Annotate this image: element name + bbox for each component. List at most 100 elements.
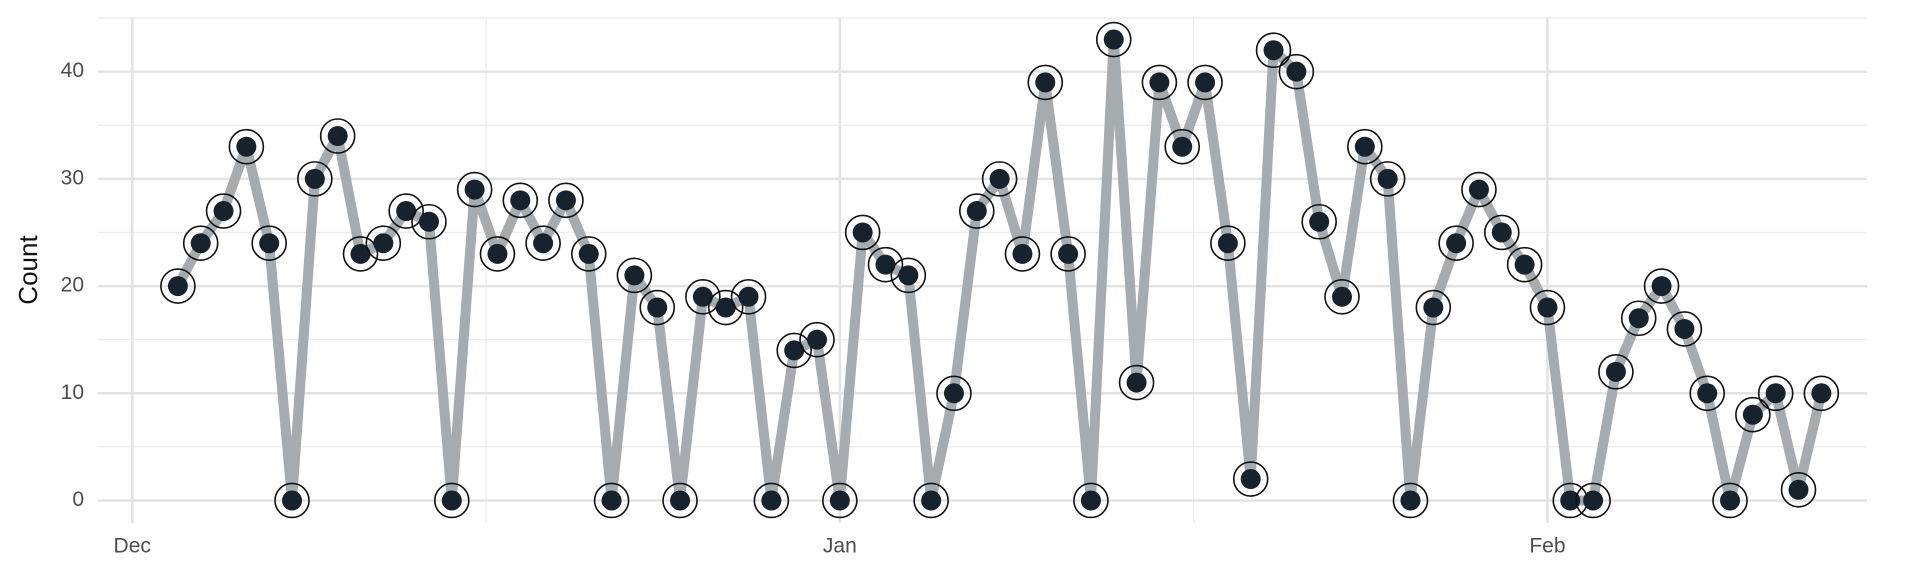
point [943, 383, 964, 404]
point-ring [1278, 53, 1315, 90]
point-ring [1118, 364, 1155, 401]
point-ring [1347, 128, 1383, 165]
point-ring [1461, 171, 1497, 208]
point-ring [1027, 64, 1064, 101]
point [327, 125, 348, 146]
point [647, 297, 668, 318]
point [1080, 490, 1101, 511]
point [989, 168, 1010, 189]
point [1332, 286, 1353, 307]
point-ring [1643, 268, 1680, 304]
point-ring [1620, 300, 1657, 337]
y-tick-label: 10 [61, 381, 84, 404]
point-ring [844, 214, 881, 251]
point [1012, 243, 1033, 264]
point-ring [297, 161, 333, 197]
point [1628, 308, 1649, 329]
point [418, 211, 439, 232]
point [1514, 254, 1535, 275]
point [692, 286, 713, 307]
point [1058, 243, 1079, 264]
point [1035, 72, 1056, 93]
y-tick-label: 40 [61, 59, 84, 82]
point-ring [616, 257, 653, 294]
point [966, 201, 987, 222]
point-ring [1757, 375, 1794, 412]
point-ring [479, 236, 516, 272]
point [487, 243, 508, 264]
series-line [173, 34, 1827, 506]
point [1309, 211, 1330, 232]
point-ring [388, 193, 424, 229]
point-ring [1255, 32, 1292, 69]
point [1400, 490, 1421, 511]
point [1195, 72, 1216, 93]
point [510, 190, 531, 211]
point-ring [319, 118, 356, 154]
point-ring [1529, 289, 1566, 326]
y-tick-label: 30 [61, 166, 84, 189]
point [1286, 61, 1307, 82]
point-ring [1095, 21, 1132, 58]
point-ring [525, 225, 561, 261]
point [1446, 233, 1467, 254]
point-ring [182, 225, 219, 261]
point [1491, 222, 1512, 243]
point-ring [1575, 482, 1611, 519]
point [1468, 179, 1489, 200]
point-ring [867, 246, 904, 283]
point-ring [570, 236, 607, 272]
point [1240, 469, 1261, 490]
point-ring [1187, 64, 1223, 101]
point [441, 490, 462, 511]
point [1788, 479, 1809, 500]
point [373, 233, 394, 254]
point-ring [890, 257, 927, 294]
point [1217, 233, 1238, 254]
point-ring [685, 279, 721, 315]
point-ring [1324, 279, 1360, 315]
point-ring [936, 375, 972, 412]
point-ring [1666, 311, 1703, 347]
point-ring [1164, 128, 1201, 165]
point [213, 201, 234, 222]
point-ring [1506, 246, 1543, 283]
point [1674, 318, 1695, 339]
point [1103, 29, 1124, 50]
x-tick-label: Dec [114, 535, 151, 558]
y-tick-label: 0 [72, 488, 84, 511]
point-ring [1369, 161, 1406, 197]
point [1377, 168, 1398, 189]
point-ring [274, 482, 310, 519]
point [190, 233, 211, 254]
point-ring [662, 482, 698, 519]
point [829, 490, 850, 511]
point-ring [342, 236, 379, 272]
point-ring [365, 225, 402, 261]
point [1537, 297, 1558, 318]
x-tick-label: Jan [823, 535, 857, 558]
point-ring [1232, 461, 1269, 497]
point-ring [1004, 236, 1041, 272]
point [624, 265, 645, 286]
point-ring [1438, 225, 1474, 261]
point [1651, 276, 1672, 297]
point [1605, 361, 1626, 382]
point-ring [228, 128, 265, 165]
point [1697, 383, 1718, 404]
point [167, 276, 188, 297]
point-ring [593, 482, 630, 519]
point-ring [822, 482, 858, 519]
point [236, 136, 257, 157]
point-ring [1780, 471, 1817, 508]
point-ring [707, 289, 744, 326]
point-ring [1483, 214, 1520, 251]
point [1583, 490, 1604, 511]
point [852, 222, 873, 243]
point-ring [799, 321, 835, 358]
point-ring [411, 203, 447, 240]
point [761, 490, 782, 511]
point [533, 233, 554, 254]
y-tick-label: 20 [61, 274, 84, 297]
point-ring [1415, 289, 1452, 326]
